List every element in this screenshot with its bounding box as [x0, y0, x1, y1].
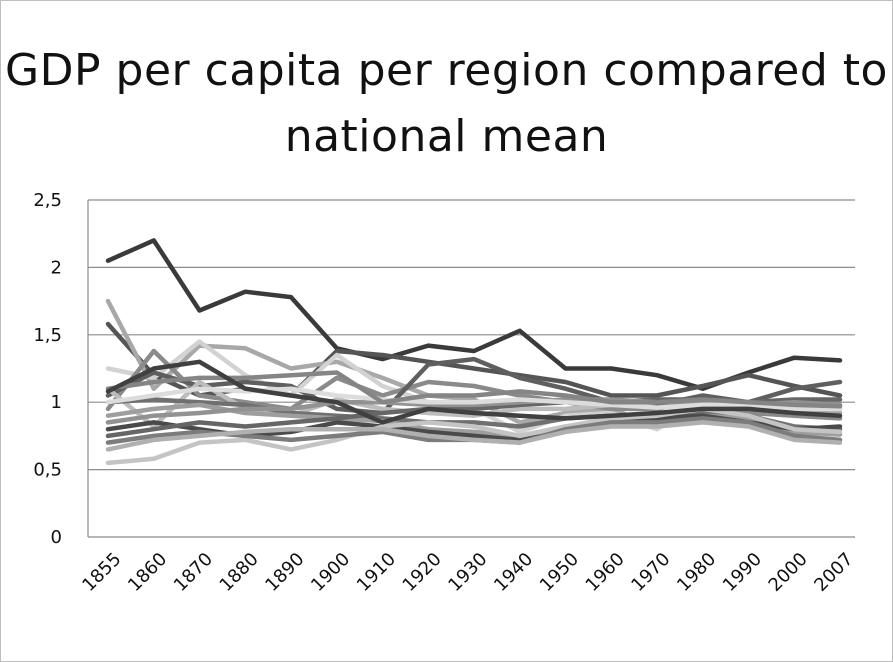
series-line-18 [105, 359, 843, 425]
series-line-16 [105, 386, 843, 412]
y-tick-label: 1 [51, 392, 62, 413]
x-tick-label: 1980 [673, 549, 720, 596]
y-tick-label: 0,5 [33, 460, 62, 481]
x-tick-label: 1940 [490, 549, 537, 596]
x-tick-label: 1890 [261, 549, 308, 596]
series-line-6 [105, 356, 843, 416]
x-tick-label: 1950 [536, 549, 583, 596]
y-tick-label: 1,5 [33, 325, 62, 346]
x-tick-label: 1990 [719, 549, 766, 596]
series-lines [105, 238, 843, 466]
x-tick-label: 1920 [399, 549, 446, 596]
x-tick-label: 2007 [810, 549, 857, 596]
series-line-13 [105, 420, 843, 452]
x-tick-label: 1855 [78, 549, 125, 596]
x-tick-label: 1880 [216, 549, 263, 596]
series-line-8 [105, 397, 843, 432]
y-axis-tick-labels: 0 0,5 1 1,5 2 2,5 [33, 190, 62, 548]
y-tick-label: 2 [51, 257, 62, 278]
y-tick-label: 2,5 [33, 190, 62, 211]
series-line-11 [105, 406, 843, 466]
x-tick-label: 1970 [627, 549, 674, 596]
x-tick-label: 2000 [765, 549, 812, 596]
chart-title: GDP per capita per region compared to na… [5, 45, 888, 162]
x-tick-label: 1860 [124, 549, 171, 596]
x-tick-label: 1910 [353, 549, 400, 596]
x-tick-label: 1930 [444, 549, 491, 596]
x-axis-tick-labels: 1855186018701880189019001910192019301940… [78, 549, 857, 596]
y-tick-label: 0 [51, 527, 62, 548]
axes [87, 200, 855, 538]
x-tick-label: 1960 [582, 549, 629, 596]
x-tick-label: 1870 [170, 549, 217, 596]
x-tick-label: 1900 [307, 549, 354, 596]
